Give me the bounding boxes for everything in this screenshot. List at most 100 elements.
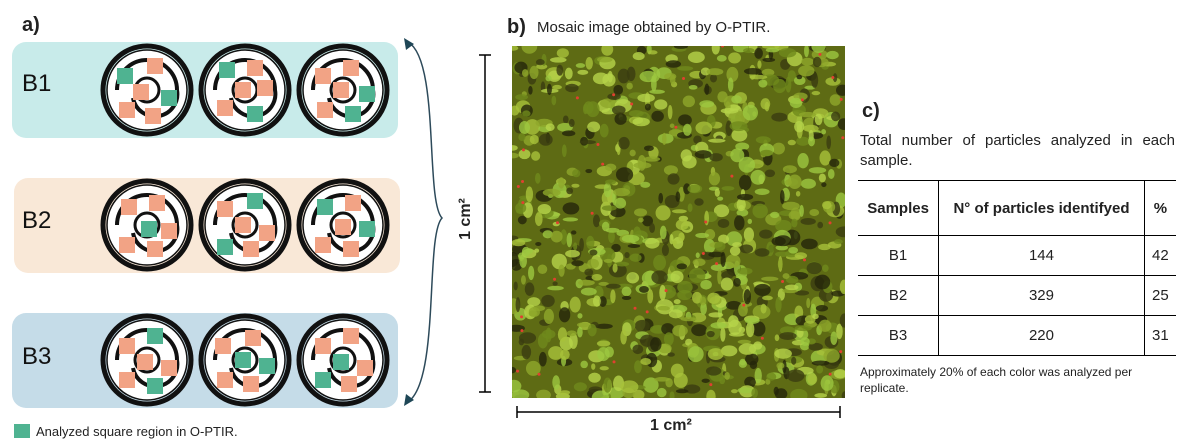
mosaic-texture bbox=[656, 205, 671, 220]
mosaic-texture bbox=[514, 281, 518, 290]
mosaic-dot bbox=[742, 304, 745, 307]
square-region bbox=[161, 360, 177, 376]
mosaic-texture bbox=[739, 343, 757, 355]
mosaic-texture bbox=[700, 296, 706, 305]
mosaic-texture bbox=[516, 297, 521, 312]
square-region bbox=[235, 352, 251, 368]
mosaic-texture bbox=[546, 123, 555, 131]
mosaic-texture bbox=[744, 289, 751, 304]
mosaic-texture bbox=[752, 204, 767, 219]
mosaic-texture bbox=[602, 73, 615, 86]
mosaic-texture bbox=[672, 240, 677, 245]
mosaic-texture bbox=[677, 66, 693, 71]
mosaic-texture bbox=[721, 108, 739, 114]
mosaic-texture bbox=[676, 389, 689, 393]
mosaic-texture bbox=[577, 322, 589, 327]
mosaic-texture bbox=[762, 58, 775, 62]
mosaic-texture bbox=[511, 389, 529, 400]
mosaic-texture bbox=[519, 121, 530, 134]
mosaic-texture bbox=[807, 262, 822, 274]
mosaic-texture bbox=[522, 345, 532, 359]
mosaic-texture bbox=[565, 68, 573, 80]
mosaic-texture bbox=[567, 233, 572, 247]
mosaic-texture bbox=[779, 48, 796, 57]
mosaic-texture bbox=[563, 202, 580, 214]
mosaic-texture bbox=[738, 387, 754, 393]
square-region bbox=[359, 86, 375, 102]
mosaic-texture bbox=[639, 286, 649, 293]
mosaic-dot bbox=[829, 221, 832, 224]
mosaic-texture bbox=[731, 389, 738, 393]
mosaic-texture bbox=[628, 244, 640, 248]
mosaic-texture bbox=[577, 327, 583, 338]
mosaic-texture bbox=[706, 366, 721, 375]
brace bbox=[408, 42, 442, 402]
mosaic-texture bbox=[559, 307, 570, 322]
mosaic-texture bbox=[776, 362, 784, 369]
mosaic-texture bbox=[751, 388, 758, 398]
mosaic-texture bbox=[515, 94, 528, 100]
table-cell: B3 bbox=[858, 316, 939, 356]
table-cell: B1 bbox=[858, 236, 939, 276]
mosaic-texture bbox=[840, 280, 849, 295]
mosaic-texture bbox=[773, 143, 785, 155]
mosaic-texture bbox=[508, 367, 516, 374]
mosaic-dot bbox=[829, 373, 832, 376]
mosaic-texture bbox=[821, 129, 826, 134]
mosaic-texture bbox=[755, 189, 770, 195]
mosaic-texture bbox=[821, 375, 834, 391]
mosaic-texture bbox=[538, 333, 548, 348]
square-region bbox=[149, 195, 165, 211]
mosaic-dot bbox=[781, 280, 784, 283]
mosaic-texture bbox=[640, 71, 657, 82]
mosaic-texture bbox=[622, 296, 631, 300]
mosaic-texture bbox=[522, 247, 530, 257]
mosaic-texture bbox=[787, 369, 805, 382]
mosaic-texture bbox=[726, 254, 741, 268]
mosaic-dot bbox=[613, 360, 616, 363]
mosaic-texture bbox=[674, 373, 688, 388]
mosaic-texture bbox=[664, 165, 678, 175]
table-cell: 329 bbox=[939, 276, 1145, 316]
mosaic-texture bbox=[603, 377, 611, 392]
mosaic-texture bbox=[670, 391, 675, 400]
mosaic-texture bbox=[668, 105, 673, 119]
square-region bbox=[119, 372, 135, 388]
sample-label: B3 bbox=[22, 343, 51, 371]
mosaic-texture bbox=[694, 198, 703, 206]
mosaic-texture bbox=[819, 320, 832, 332]
square-region bbox=[315, 372, 331, 388]
mosaic-texture bbox=[545, 75, 551, 81]
table-cell: 31 bbox=[1144, 316, 1176, 356]
mosaic-texture bbox=[785, 77, 791, 93]
mosaic-texture bbox=[528, 86, 532, 95]
mosaic-texture bbox=[581, 288, 597, 296]
mosaic-texture bbox=[789, 211, 801, 220]
square-region bbox=[141, 221, 157, 237]
sample-label: B2 bbox=[22, 207, 51, 235]
mosaic-texture bbox=[534, 249, 539, 253]
mosaic-texture bbox=[808, 136, 815, 146]
mosaic-texture bbox=[578, 280, 595, 286]
mosaic-texture bbox=[790, 98, 803, 108]
mosaic-texture bbox=[580, 140, 596, 144]
mosaic-texture bbox=[640, 358, 651, 365]
mosaic-texture bbox=[565, 84, 578, 93]
mosaic-texture bbox=[519, 332, 536, 344]
mosaic-texture bbox=[834, 369, 846, 378]
mosaic-texture bbox=[610, 289, 615, 303]
mosaic-texture bbox=[708, 139, 725, 143]
mosaic-dot bbox=[721, 45, 724, 48]
mosaic-texture bbox=[677, 290, 692, 300]
mosaic-texture bbox=[826, 136, 831, 150]
mosaic-texture bbox=[774, 349, 791, 359]
square-region bbox=[217, 201, 233, 217]
mosaic-dot bbox=[556, 221, 559, 224]
square-region bbox=[147, 378, 163, 394]
mosaic-texture bbox=[571, 230, 576, 234]
mosaic-texture bbox=[577, 70, 588, 75]
mosaic-texture bbox=[739, 360, 747, 368]
mosaic-texture bbox=[797, 75, 803, 79]
mosaic-texture bbox=[814, 393, 827, 398]
mosaic-texture bbox=[645, 103, 651, 110]
